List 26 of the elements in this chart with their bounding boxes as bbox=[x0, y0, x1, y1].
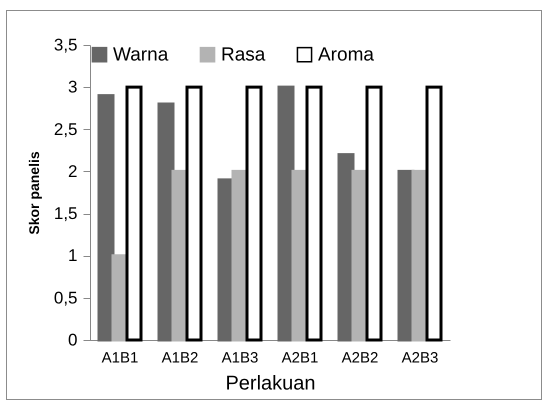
x-tick-label: A1B3 bbox=[222, 350, 258, 366]
bar bbox=[306, 86, 322, 342]
y-tick-label: 1 bbox=[68, 246, 78, 266]
x-tick-label: A2B3 bbox=[402, 350, 438, 366]
bar bbox=[126, 86, 142, 342]
bar bbox=[186, 86, 202, 342]
y-tick-label: 2 bbox=[68, 162, 78, 181]
x-tick-label: A1B1 bbox=[102, 350, 138, 366]
bar bbox=[426, 86, 442, 342]
y-axis-title: Skor panelis bbox=[26, 151, 42, 235]
y-tick-label: 1,5 bbox=[54, 204, 78, 224]
x-tick-label: A1B2 bbox=[162, 350, 198, 366]
bar bbox=[366, 86, 382, 342]
y-tick-label: 0,5 bbox=[54, 288, 78, 308]
legend-label: Rasa bbox=[221, 44, 266, 66]
y-tick-label: 3 bbox=[68, 78, 78, 97]
bar bbox=[246, 86, 262, 342]
x-tick-label: A2B1 bbox=[282, 350, 318, 366]
bar bbox=[98, 94, 114, 342]
y-tick-label: 0 bbox=[68, 330, 78, 350]
legend-label: Warna bbox=[113, 44, 169, 66]
x-axis-title: Perlakuan bbox=[225, 372, 316, 394]
legend-label: Aroma bbox=[318, 44, 374, 66]
y-tick-label: 2,5 bbox=[54, 120, 78, 139]
x-tick-label: A2B2 bbox=[342, 350, 378, 366]
y-tick-label: 3,5 bbox=[54, 36, 78, 54]
